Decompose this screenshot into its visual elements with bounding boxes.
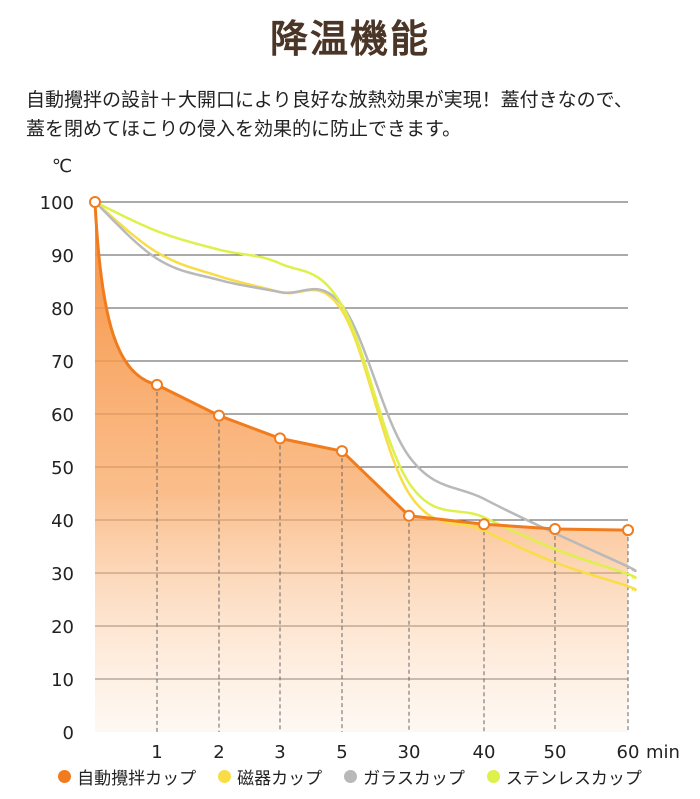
data-point bbox=[478, 518, 490, 531]
legend-label: ガラスカップ bbox=[363, 769, 465, 789]
description-line-1: 自動攪拌の設計＋大開口により良好な放熱効果が実現！蓋付きなので、 bbox=[26, 89, 633, 111]
legend-item: ガラスカップ bbox=[344, 764, 465, 789]
data-point bbox=[213, 409, 225, 422]
legend-swatch-icon bbox=[344, 770, 358, 783]
data-point bbox=[89, 196, 101, 208]
y-tick-label: 10 bbox=[51, 670, 74, 691]
x-tick-label: 30 bbox=[398, 742, 421, 763]
legend-swatch-icon bbox=[486, 770, 500, 783]
legend-label: 自動攪拌カップ bbox=[77, 769, 197, 789]
y-tick-label: 0 bbox=[63, 723, 74, 744]
legend-label: 磁器カップ bbox=[237, 769, 323, 789]
legend-label: ステンレスカップ bbox=[505, 769, 642, 789]
x-tick-label: 40 bbox=[473, 742, 496, 763]
data-point bbox=[274, 432, 286, 445]
description: 自動攪拌の設計＋大開口により良好な放熱効果が実現！蓋付きなので、 蓋を閉めてほこ… bbox=[26, 86, 686, 144]
legend-item: 自動攪拌カップ bbox=[58, 764, 196, 789]
y-tick-label: 60 bbox=[51, 405, 74, 426]
y-tick-label: 50 bbox=[51, 458, 74, 479]
y-tick-label: 20 bbox=[51, 617, 74, 638]
x-tick-label: 3 bbox=[274, 742, 285, 763]
series-line-2 bbox=[94, 201, 637, 592]
series-line-4 bbox=[94, 200, 637, 580]
x-axis-unit: min bbox=[646, 742, 680, 763]
y-tick-label: 40 bbox=[51, 511, 74, 532]
y-tick-label: 90 bbox=[51, 246, 74, 267]
legend-item: ステンレスカップ bbox=[486, 764, 642, 789]
x-tick-label: 1 bbox=[151, 742, 162, 763]
y-axis-unit: ℃ bbox=[52, 156, 72, 177]
x-tick-label: 5 bbox=[336, 742, 347, 763]
data-point bbox=[151, 378, 163, 391]
series-line-3 bbox=[94, 201, 637, 573]
data-point bbox=[549, 523, 561, 536]
x-tick-label: 50 bbox=[544, 742, 567, 763]
legend-item: 磁器カップ bbox=[218, 764, 322, 789]
data-point bbox=[336, 445, 348, 458]
y-tick-label: 80 bbox=[51, 299, 74, 320]
y-tick-label: 100 bbox=[40, 193, 74, 214]
y-tick-label: 30 bbox=[51, 564, 74, 585]
x-tick-label: 2 bbox=[213, 742, 224, 763]
data-point bbox=[622, 524, 634, 537]
area-fill-auto-stir bbox=[95, 202, 628, 732]
chart-legend: 自動攪拌カップ 磁器カップ ガラスカップ ステンレスカップ bbox=[0, 764, 700, 789]
legend-swatch-icon bbox=[58, 770, 72, 783]
description-line-2: 蓋を閉めてほこりの侵入を効果的に防止できます。 bbox=[26, 118, 462, 140]
legend-swatch-icon bbox=[218, 770, 232, 783]
page-title: 降温機能 bbox=[269, 17, 430, 61]
y-tick-label: 70 bbox=[51, 352, 74, 373]
data-point bbox=[403, 509, 415, 522]
x-tick-label: 60 bbox=[617, 742, 640, 763]
